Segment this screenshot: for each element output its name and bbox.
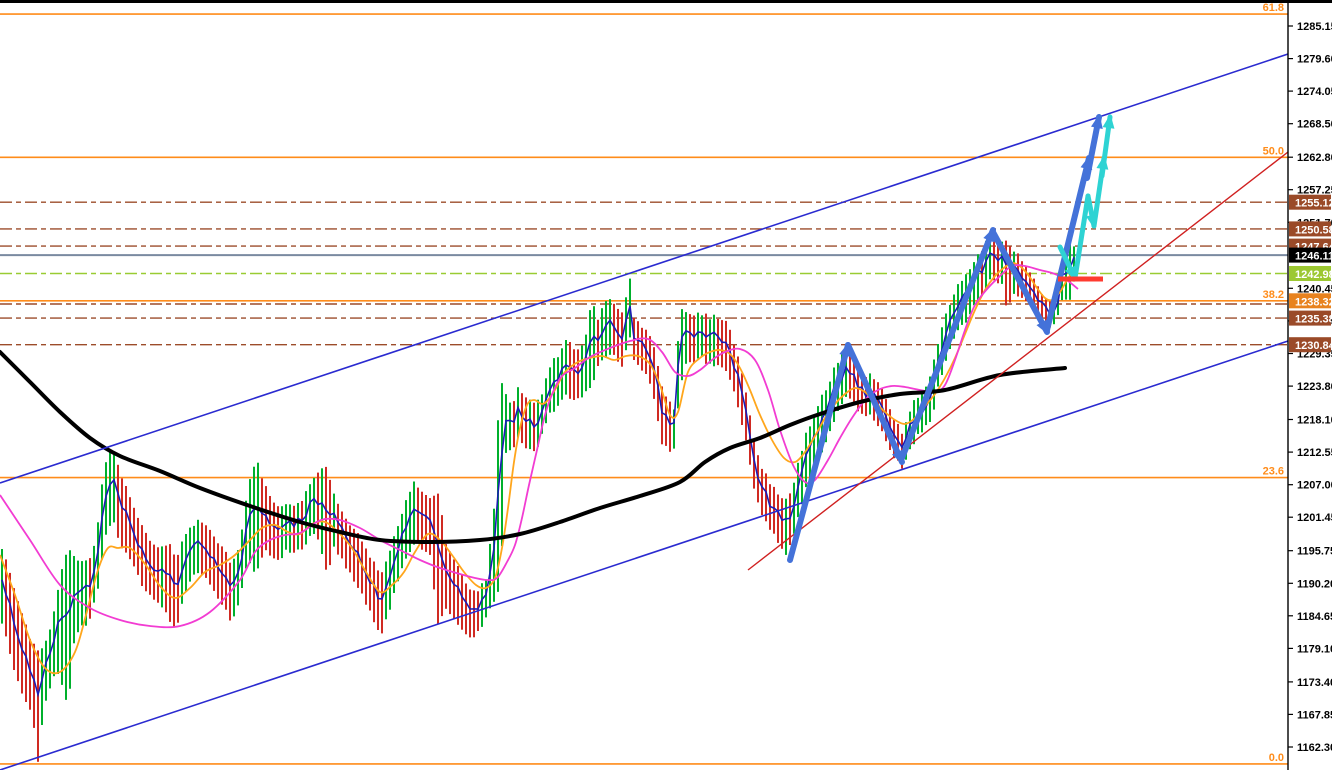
price-badge-text: 1255.12 xyxy=(1295,198,1332,210)
price-badge-1230.84: 1230.84 xyxy=(1289,337,1332,352)
axis-price-label: 1240.45 xyxy=(1297,283,1332,295)
price-badge-bg xyxy=(1289,194,1331,210)
axis-price-label: 1223.80 xyxy=(1297,381,1332,393)
projection-arrow-blue[interactable] xyxy=(990,229,1050,335)
fib-label-0.0: 0.0 xyxy=(1269,752,1284,764)
price-badge-1246.11: 1246.11 xyxy=(1289,247,1332,263)
axis-price-label: 1201.45 xyxy=(1297,512,1332,524)
projection-arrow-cyan[interactable] xyxy=(1072,193,1091,281)
price-axis: 1285.15 1279.60 1274.05 1268.50 1262.80 1257.… xyxy=(1287,0,1332,770)
price-badge-1255.12: 1255.12 xyxy=(1289,194,1332,210)
fib-label-61.8: 61.8 xyxy=(1263,2,1284,14)
price-badge-text: 1238.32 xyxy=(1295,296,1332,308)
axis-price-label: 1257.25 xyxy=(1297,185,1332,197)
axis-price-label: 1207.00 xyxy=(1297,480,1332,492)
axis-price-label: 1279.60 xyxy=(1297,54,1332,66)
axis-price-label: 1195.75 xyxy=(1297,546,1332,558)
moving-averages-layer xyxy=(0,262,1079,675)
chart-top-border xyxy=(0,0,1332,3)
projection-arrow-blue[interactable] xyxy=(845,342,905,465)
price-badge-bg xyxy=(1289,293,1331,309)
projection-arrow-blue[interactable] xyxy=(1084,114,1103,181)
price-badge-1250.58: 1250.58 xyxy=(1289,221,1332,237)
price-badge-text: 1230.84 xyxy=(1295,340,1332,352)
axis-price-label: 1274.05 xyxy=(1297,86,1332,98)
fib-label-38.2: 38.2 xyxy=(1263,289,1284,301)
candles-layer xyxy=(1,234,1075,762)
axis-price-label: 1262.80 xyxy=(1297,152,1332,164)
price-badge-bg xyxy=(1289,266,1331,281)
price-badge-1242.98: 1242.98 xyxy=(1289,266,1332,281)
axis-price-label: 1173.40 xyxy=(1297,677,1332,689)
projection-arrow-cyan[interactable] xyxy=(1057,244,1078,281)
price-badge-text: 1235.38 xyxy=(1295,314,1332,326)
trendlines-layer xyxy=(0,53,1289,770)
channel-lower-trendline[interactable] xyxy=(0,340,1289,770)
axis-price-label: 1167.85 xyxy=(1297,709,1332,721)
axis-price-label: 1184.65 xyxy=(1297,611,1332,623)
projection-arrow-blue[interactable] xyxy=(1044,155,1093,333)
projection-arrow-blue[interactable] xyxy=(899,227,996,461)
axis-price-label: 1179.10 xyxy=(1297,643,1332,655)
ma-slow-black xyxy=(0,350,1067,544)
projection-arrow-cyan[interactable] xyxy=(1099,114,1115,179)
drawn-arrows-layer xyxy=(787,114,1115,563)
price-badge-1235.38: 1235.38 xyxy=(1289,310,1332,326)
support-red-trendline[interactable] xyxy=(747,151,1289,571)
axis-price-label: 1162.30 xyxy=(1297,742,1332,754)
price-badge-bg xyxy=(1289,337,1331,353)
channel-upper-trendline[interactable] xyxy=(0,53,1289,484)
fib-label-50.0: 50.0 xyxy=(1263,145,1284,157)
fib-label-23.6: 23.6 xyxy=(1263,466,1284,478)
price-badge-bg xyxy=(1289,247,1331,263)
axis-price-label: 1285.15 xyxy=(1297,21,1332,33)
price-badge-1238.32: 1238.32 xyxy=(1289,293,1332,308)
price-badge-bg xyxy=(1289,221,1331,237)
level-lines-layer: 61.8 50.0 38.2 23.6 0.0 xyxy=(0,2,1288,765)
price-badge-bg xyxy=(1289,310,1331,326)
close-price-line xyxy=(1,252,1075,698)
price-badge-text: 1246.11 xyxy=(1295,251,1332,263)
axis-price-label: 1218.10 xyxy=(1297,415,1332,427)
projection-arrow-blue[interactable] xyxy=(787,342,851,563)
price-badge-text: 1242.98 xyxy=(1295,269,1332,281)
axis-price-label: 1212.55 xyxy=(1297,447,1332,459)
price-badge-text: 1250.58 xyxy=(1295,224,1332,236)
ma-fast-orange xyxy=(0,262,1075,675)
axis-price-label: 1268.50 xyxy=(1297,119,1332,131)
axis-price-label: 1190.20 xyxy=(1297,578,1332,590)
